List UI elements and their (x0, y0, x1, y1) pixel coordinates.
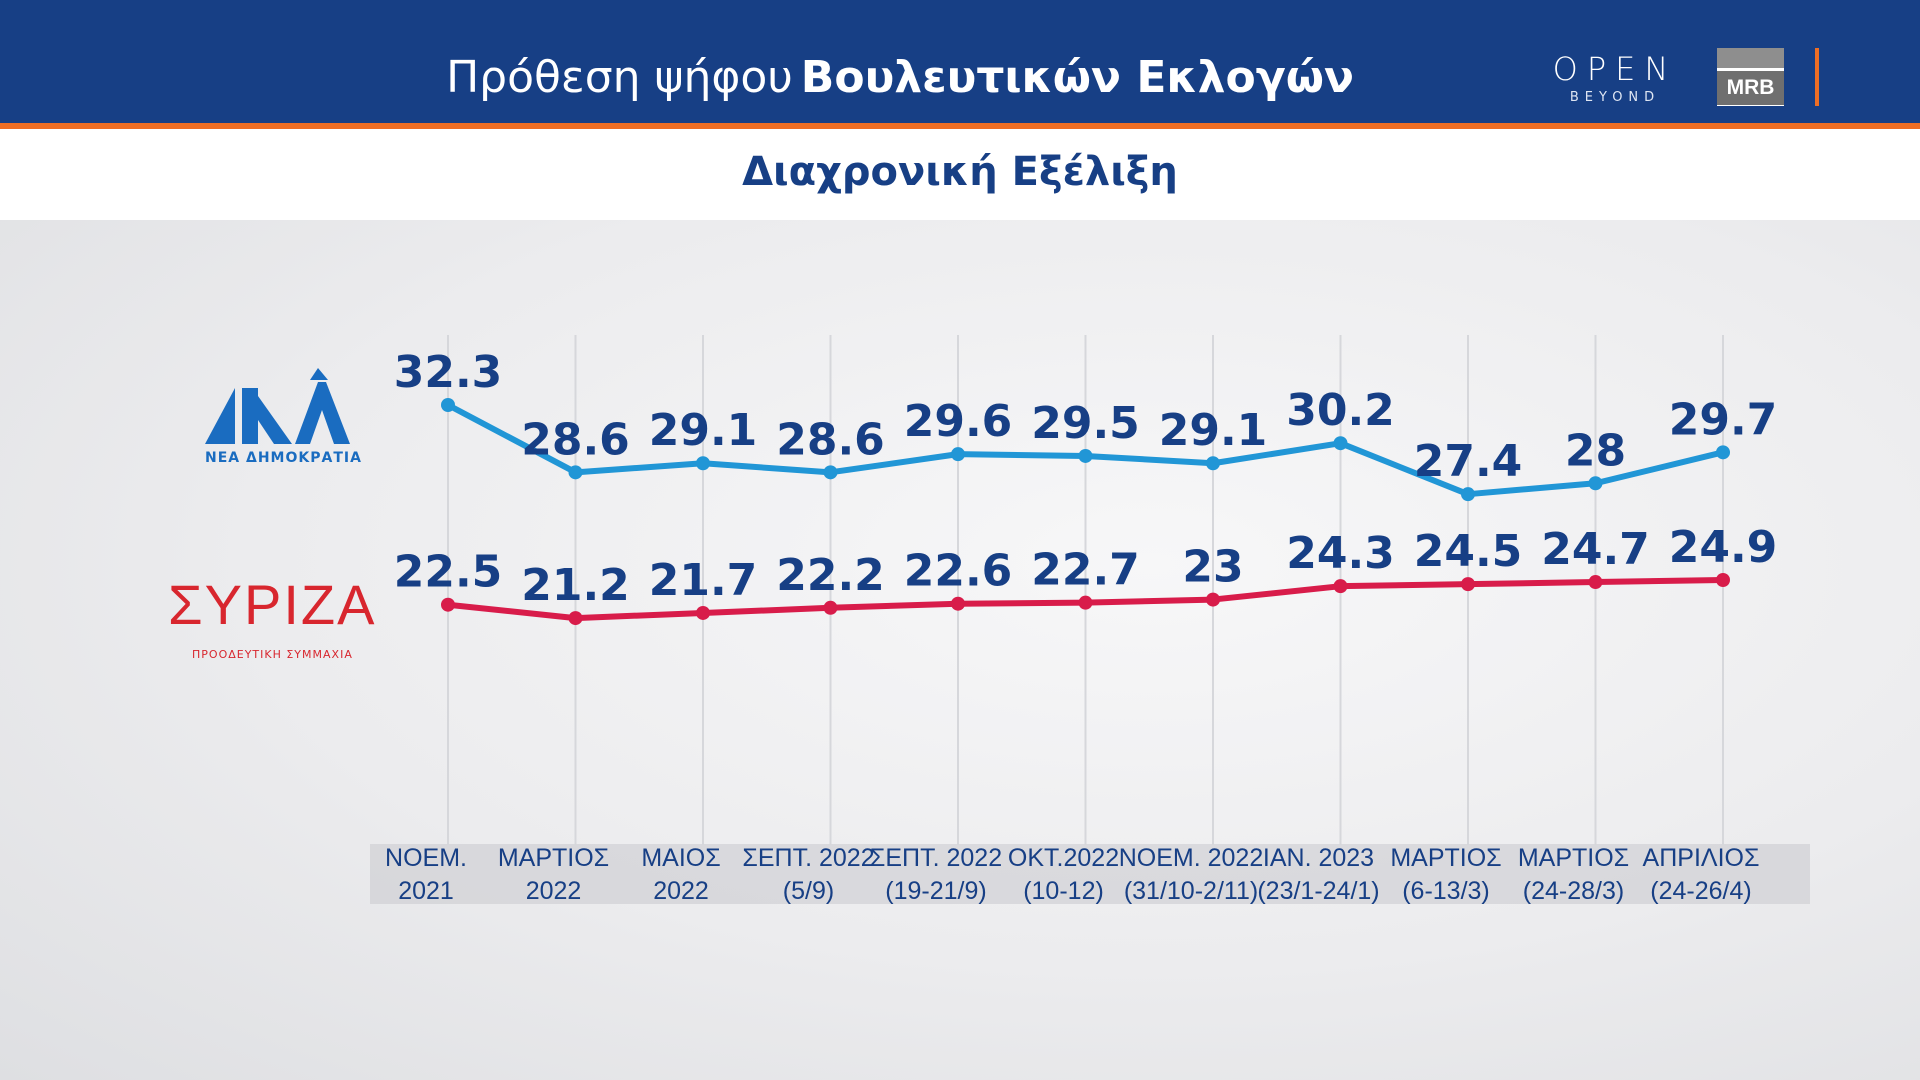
data-point-nd (823, 465, 838, 480)
data-label-nd: 27.4 (1414, 436, 1523, 487)
x-tick-label: 2021 (398, 877, 454, 905)
data-point-syriza (823, 600, 838, 615)
chart-panel (0, 220, 1920, 1080)
data-point-syriza (1078, 595, 1093, 610)
open-logo: OPEN BEYOND (1545, 50, 1685, 105)
title-bold: Βουλευτικών Εκλογών (800, 52, 1354, 103)
x-tick-label: (24-26/4) (1650, 877, 1751, 905)
data-label-nd: 28 (1565, 425, 1626, 476)
x-tick-label: ΜΑΡΤΙΟΣ (1518, 844, 1629, 872)
data-label-syriza: 24.5 (1414, 526, 1523, 577)
x-tick-label: ΜΑΡΤΙΟΣ (1390, 844, 1501, 872)
x-tick-label: ΣΕΠΤ. 2022 (870, 844, 1002, 872)
data-label-nd: 29.1 (1159, 405, 1268, 456)
x-tick-label: (24-28/3) (1523, 877, 1624, 905)
data-point-syriza (441, 597, 455, 612)
data-point-nd (1333, 436, 1348, 451)
x-tick-label: (5/9) (783, 877, 834, 905)
data-label-nd: 32.3 (394, 347, 503, 398)
data-label-nd: 30.2 (1286, 385, 1395, 436)
header-divider (1815, 48, 1819, 106)
data-label-syriza: 21.7 (649, 555, 758, 606)
data-point-syriza (1206, 592, 1220, 607)
data-point-syriza (951, 596, 965, 611)
data-point-nd (696, 456, 710, 471)
data-label-syriza: 22.5 (394, 547, 503, 598)
x-tick-label: (10-12) (1023, 877, 1104, 905)
x-axis-band (370, 844, 1810, 904)
data-label-syriza: 22.7 (1031, 545, 1140, 596)
data-label-nd: 29.6 (904, 396, 1013, 447)
data-label-nd: 29.1 (649, 405, 758, 456)
data-point-syriza (1461, 577, 1475, 592)
data-point-nd (1078, 448, 1093, 463)
x-tick-label: ΝΟΕΜ. 2022 (1119, 844, 1264, 872)
x-tick-label: ΑΠΡΙΛΙΟΣ (1643, 844, 1760, 872)
data-point-nd (441, 398, 455, 412)
data-point-syriza (1333, 579, 1348, 594)
subtitle-bar (0, 129, 1920, 220)
data-point-nd (1461, 487, 1475, 502)
data-point-syriza (1588, 575, 1603, 590)
data-label-nd: 29.7 (1669, 394, 1778, 445)
data-point-syriza (568, 611, 583, 626)
mrb-logo-band (1717, 48, 1784, 68)
page-title: Πρόθεση ψήφου Βουλευτικών Εκλογών (0, 52, 1800, 103)
data-label-syriza: 23 (1182, 542, 1243, 593)
syriza-logo-sub: ΠΡΟΟΔΕΥΤΙΚΗ ΣΥΜΜΑΧΙΑ (192, 648, 353, 661)
subtitle: Διαχρονική Εξέλιξη (742, 149, 1178, 195)
data-label-syriza: 22.2 (776, 550, 885, 601)
data-label-syriza: 24.9 (1669, 522, 1778, 573)
mrb-logo-text: MRB (1717, 71, 1784, 105)
x-tick-label: (6-13/3) (1402, 877, 1490, 905)
x-tick-label: ΜΑΡΤΙΟΣ (498, 844, 609, 872)
data-label-syriza: 22.6 (904, 546, 1013, 597)
title-light: Πρόθεση ψήφου (446, 52, 793, 103)
x-tick-label: (19-21/9) (885, 877, 986, 905)
x-tick-label: (31/10-2/11) (1124, 877, 1258, 905)
open-logo-text: OPEN (1552, 50, 1678, 88)
data-point-nd (1206, 456, 1220, 471)
syriza-logo-text: ΣΥΡΙΖΑ (168, 573, 377, 636)
x-tick-label: (23/1-24/1) (1257, 877, 1379, 905)
header-accent-line (0, 123, 1920, 129)
nd-logo: ΝΕΑ ΔΗΜΟΚΡΑΤΙΑ (200, 362, 362, 472)
data-label-syriza: 24.7 (1541, 524, 1650, 575)
x-tick-label: 2022 (653, 877, 709, 905)
open-logo-sub: BEYOND (1569, 90, 1661, 105)
x-tick-label: ΝΟΕΜ. (385, 844, 467, 872)
header-bar (0, 0, 1920, 123)
mrb-logo: MRB (1717, 48, 1784, 106)
data-label-nd: 29.5 (1031, 398, 1140, 449)
data-point-nd (568, 465, 583, 480)
data-point-nd (951, 447, 965, 462)
x-tick-label: ΣΕΠΤ. 2022 (742, 844, 874, 872)
data-point-nd (1716, 445, 1730, 460)
syriza-logo: ΣΥΡΙΖΑ ΠΡΟΟΔΕΥΤΙΚΗ ΣΥΜΜΑΧΙΑ (168, 572, 378, 662)
data-label-syriza: 21.2 (521, 560, 630, 611)
x-tick-label: ΙΑΝ. 2023 (1263, 844, 1374, 872)
data-point-nd (1588, 476, 1603, 491)
nd-logo-sub: ΝΕΑ ΔΗΜΟΚΡΑΤΙΑ (205, 450, 362, 466)
nd-logo-icon (205, 368, 350, 444)
x-tick-label: ΟΚΤ.2022 (1008, 844, 1119, 872)
x-tick-label: 2022 (526, 877, 582, 905)
data-label-nd: 28.6 (521, 414, 630, 465)
data-point-syriza (696, 605, 710, 620)
data-label-nd: 28.6 (776, 414, 885, 465)
data-label-syriza: 24.3 (1286, 528, 1395, 579)
data-point-syriza (1716, 573, 1730, 587)
x-tick-label: ΜΑΙΟΣ (641, 844, 720, 872)
